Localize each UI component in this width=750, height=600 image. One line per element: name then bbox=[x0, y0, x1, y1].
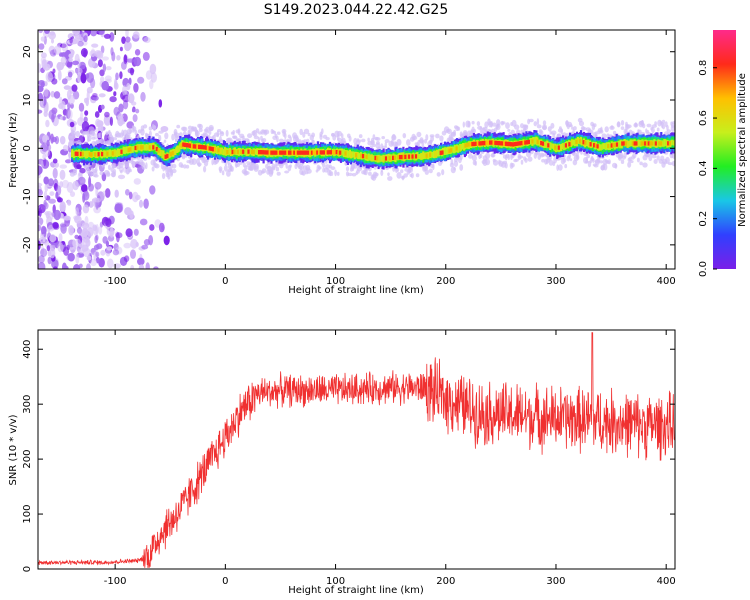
y-tick-label: 20 bbox=[22, 45, 33, 58]
y-tick-label: 100 bbox=[22, 505, 33, 524]
x-tick-label: 300 bbox=[546, 576, 565, 587]
colorbar: 0.0 0.2 0.4 0.6 0.8 Normalized spectral ampl… bbox=[698, 30, 748, 277]
snr-y-label: SNR (10 * v/v) bbox=[8, 414, 19, 485]
spectrogram-y-label: Frequency (Hz) bbox=[8, 112, 19, 188]
spectrogram-frame bbox=[37, 29, 676, 270]
x-tick-label: -100 bbox=[104, 576, 127, 587]
y-tick-label: 10 bbox=[22, 94, 33, 107]
snr-series-line bbox=[38, 332, 675, 568]
colorbar-ticks: 0.0 0.2 0.4 0.6 0.8 bbox=[698, 60, 717, 277]
figure-title: S149.2023.044.22.42.G25 bbox=[264, 2, 449, 18]
x-tick-label: 100 bbox=[326, 576, 345, 587]
y-tick-label: -10 bbox=[22, 188, 33, 204]
spectrogram-x-ticks: -100 0 100 200 300 400 bbox=[104, 30, 676, 287]
y-tick-label: 200 bbox=[22, 450, 33, 469]
x-tick-label: 400 bbox=[657, 276, 676, 287]
x-tick-label: 100 bbox=[326, 276, 345, 287]
x-tick-label: -100 bbox=[104, 276, 127, 287]
colorbar-gradient bbox=[713, 30, 736, 269]
snr-x-label: Height of straight line (km) bbox=[288, 585, 424, 596]
y-tick-label: -20 bbox=[22, 237, 33, 253]
x-tick-label: 300 bbox=[546, 276, 565, 287]
snr-panel: -100 0 100 200 300 400 0 100 200 300 400 Height o… bbox=[8, 329, 676, 596]
colorbar-tick-label: 0.8 bbox=[698, 60, 709, 76]
colorbar-tick-label: 0.6 bbox=[698, 110, 709, 126]
y-tick-label: 300 bbox=[22, 395, 33, 414]
x-tick-label: 0 bbox=[222, 276, 228, 287]
colorbar-tick-label: 0.2 bbox=[698, 211, 709, 227]
spectrogram-y-ticks: -20 -10 0 10 20 bbox=[22, 45, 675, 253]
colorbar-tick-label: 0.0 bbox=[698, 261, 709, 277]
snr-x-ticks: -100 0 100 200 300 400 bbox=[104, 330, 676, 587]
x-tick-label: 200 bbox=[436, 576, 455, 587]
y-tick-label: 0 bbox=[22, 145, 33, 151]
snr-frame bbox=[37, 329, 676, 570]
x-tick-label: 0 bbox=[222, 576, 228, 587]
y-tick-label: 400 bbox=[22, 340, 33, 359]
snr-y-ticks: 0 100 200 300 400 bbox=[22, 340, 675, 572]
colorbar-label: Normalized spectral amplitude bbox=[737, 73, 748, 227]
colorbar-tick-label: 0.4 bbox=[698, 160, 709, 176]
x-tick-label: 400 bbox=[657, 576, 676, 587]
x-tick-label: 200 bbox=[436, 276, 455, 287]
spectrogram-heatmap bbox=[38, 30, 675, 269]
spectrogram-x-label: Height of straight line (km) bbox=[288, 285, 424, 296]
y-tick-label: 0 bbox=[22, 566, 33, 572]
